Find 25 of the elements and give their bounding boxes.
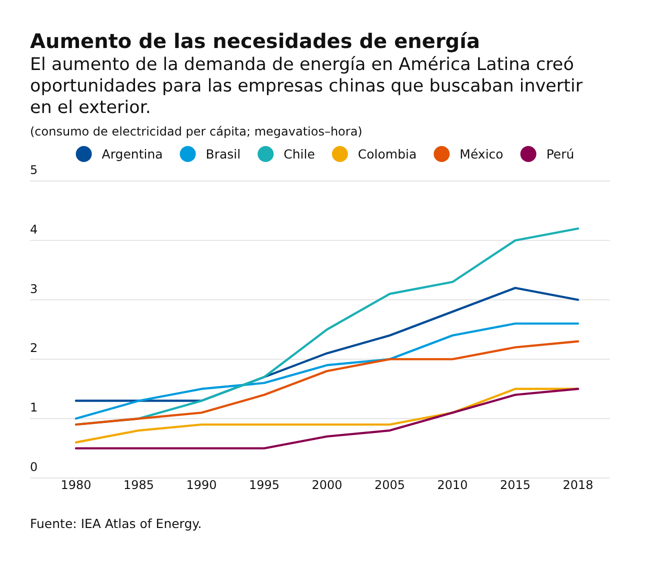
legend-label: Argentina: [102, 146, 163, 162]
x-tick-label: 2000: [312, 478, 342, 492]
y-tick-label: 2: [30, 341, 38, 356]
y-axis-title: (consumo de electricidad per cápita; megavatios–hora): [30, 124, 362, 138]
y-tick-label: 4: [30, 222, 38, 236]
legend-label: México: [460, 146, 504, 162]
legend-label: Chile: [284, 146, 316, 162]
x-tick-label: 1990: [186, 478, 217, 492]
chart-title: Aumento de las necesidades de energía: [30, 29, 480, 53]
legend-label: Colombia: [358, 146, 417, 162]
legend-label: Brasil: [206, 146, 241, 162]
x-tick-label: 2010: [437, 478, 468, 492]
x-tick-label: 2005: [374, 478, 406, 492]
y-tick-label: 0: [30, 460, 38, 474]
x-tick-label: 1985: [123, 478, 154, 492]
source-note: Fuente: IEA Atlas of Energy.: [30, 516, 202, 531]
x-tick-label: 2018: [562, 478, 594, 492]
y-tick-label: 5: [30, 163, 38, 177]
y-tick-label: 1: [30, 400, 38, 415]
x-tick-label: 1995: [248, 478, 280, 492]
x-tick-label: 1980: [60, 478, 92, 492]
legend-label: Perú: [546, 146, 574, 162]
x-tick-label: 2015: [500, 478, 531, 492]
chart-subtitle: El aumento de la demanda de energía en América Latina creó oportunidades para las empresas chinas que buscaban invertir en el exterior.: [30, 55, 584, 118]
y-tick-label: 3: [30, 282, 38, 296]
